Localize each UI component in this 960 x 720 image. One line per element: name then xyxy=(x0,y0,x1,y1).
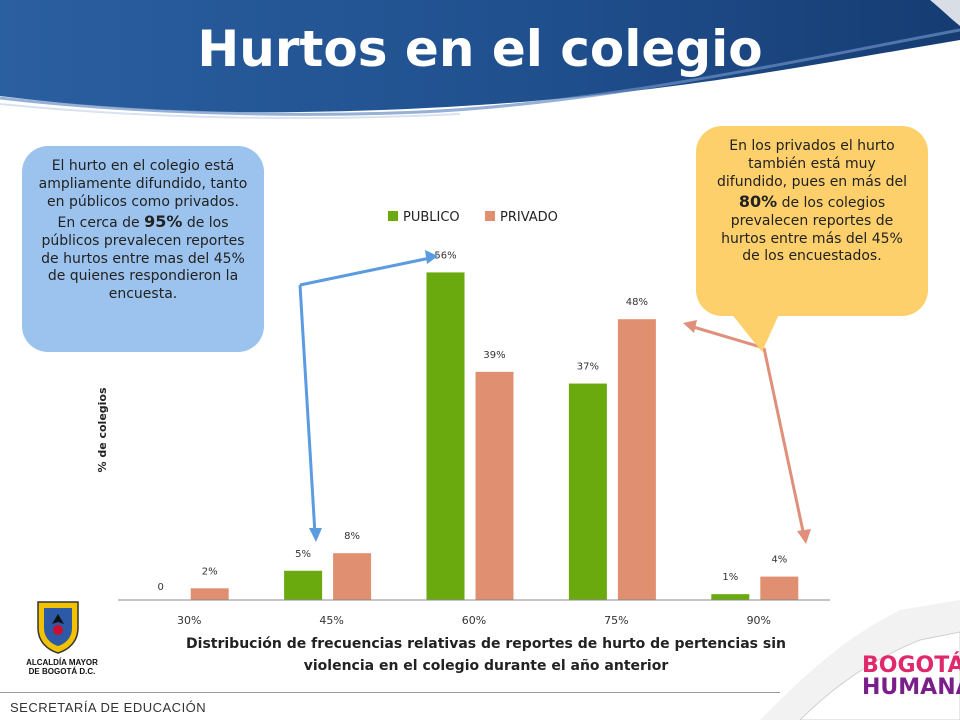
bar-privado-90pct xyxy=(760,576,799,600)
legend-label-privado: PRIVADO xyxy=(500,210,558,225)
right-arrow-head-down xyxy=(797,529,811,544)
data-label-privado-90pct: 4% xyxy=(771,555,787,566)
callout-publicos: El hurto en el colegio está ampliamente … xyxy=(22,146,264,352)
header-band xyxy=(0,0,960,120)
bar-privado-45pct xyxy=(333,553,372,600)
chart-data-labels: 0 2% 5% 8% 56% 39% 37% 48% 1% 4% xyxy=(158,250,788,593)
x-tick-label: 30% xyxy=(177,614,201,627)
left-arrow-head-down xyxy=(309,528,322,542)
callout-left-pre: El hurto en el colegio está ampliamente … xyxy=(38,158,248,231)
y-axis-label: % de colegios xyxy=(96,387,109,473)
page-title: Hurtos en el colegio xyxy=(197,20,763,78)
legend-swatch-publico xyxy=(388,211,398,221)
bar-privado-75pct xyxy=(617,319,656,600)
callout-right-highlight: 80% xyxy=(738,191,778,211)
page-curl-top xyxy=(930,0,960,26)
callout-right-tail xyxy=(730,312,780,352)
data-label-publico-30pct: 0 xyxy=(158,582,164,593)
chart-x-axis: 30% 45% 60% 75% 90% xyxy=(118,599,830,627)
data-label-privado-45pct: 8% xyxy=(344,531,360,542)
x-tick-label: 75% xyxy=(604,614,628,627)
bar-publico-60pct xyxy=(426,272,465,600)
footer-rule xyxy=(0,692,780,693)
page-curl xyxy=(760,600,960,720)
data-label-publico-45pct: 5% xyxy=(295,549,311,560)
chart-legend: PUBLICO PRIVADO xyxy=(388,210,558,225)
data-label-publico-60pct: 56% xyxy=(434,250,456,261)
bogota-humana-logo: BOGOTÁ HUMANA xyxy=(862,653,960,700)
callout-right-post: de los colegios prevalecen reportes de h… xyxy=(721,194,903,265)
left-arrow-head-up xyxy=(425,250,438,264)
x-tick-label: 90% xyxy=(747,614,771,627)
callout-privados: En los privados el hurto también está mu… xyxy=(696,126,928,316)
x-axis-label-line1: Distribución de frecuencias relativas de… xyxy=(186,636,786,652)
legend-swatch-privado xyxy=(485,211,495,221)
bar-privado-30pct xyxy=(190,588,229,600)
right-arrows xyxy=(689,324,806,537)
alcaldia-logo-text: ALCALDÍA MAYOR DE BOGOTÁ D.C. xyxy=(26,658,98,676)
bogota-logo-line1: BOGOTÁ xyxy=(862,653,960,678)
x-tick-label: 60% xyxy=(462,614,486,627)
data-label-privado-30pct: 2% xyxy=(202,566,218,577)
bar-publico-75pct xyxy=(568,383,607,600)
data-label-privado-60pct: 39% xyxy=(483,350,505,361)
bar-privado-60pct xyxy=(475,371,514,600)
bar-publico-45pct xyxy=(284,570,323,600)
x-tick-label: 45% xyxy=(319,614,343,627)
bogota-shield-logo xyxy=(37,601,79,654)
callout-left-highlight: 95% xyxy=(144,211,183,231)
callout-left-tail xyxy=(226,300,306,360)
callout-left-post: de los públicos prevalecen reportes de h… xyxy=(41,214,245,303)
secretaria-educacion: SECRETARÍA DE EDUCACIÓN xyxy=(10,700,207,715)
legend-label-publico: PUBLICO xyxy=(403,210,460,225)
callout-right-pre: En los privados el hurto también está mu… xyxy=(717,138,907,190)
data-label-publico-75pct: 37% xyxy=(577,362,599,373)
data-label-publico-90pct: 1% xyxy=(722,572,738,583)
left-arrows xyxy=(298,256,431,535)
chart-bars xyxy=(190,272,799,600)
data-label-privado-75pct: 48% xyxy=(626,297,648,308)
right-arrow-head-up xyxy=(683,320,697,333)
bar-publico-90pct xyxy=(711,594,750,600)
bogota-logo-line2: HUMANA xyxy=(862,675,960,700)
x-axis-label-line2: violencia en el colegio durante el año a… xyxy=(304,658,669,674)
